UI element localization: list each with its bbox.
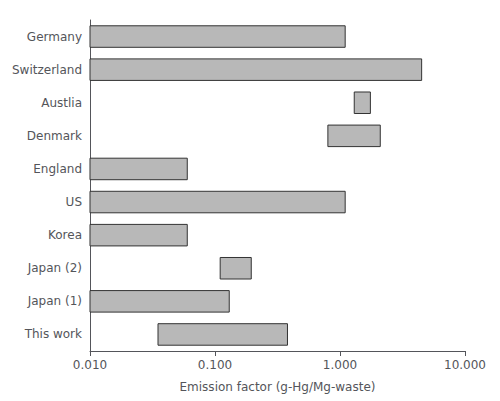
svg-text:Japan (2): Japan (2) [27, 261, 82, 275]
svg-text:US: US [66, 195, 82, 209]
svg-text:10.000: 10.000 [444, 358, 486, 372]
svg-text:Germany: Germany [27, 30, 82, 44]
svg-text:Switzerland: Switzerland [12, 63, 82, 77]
svg-text:Denmark: Denmark [27, 129, 82, 143]
svg-text:1.000: 1.000 [323, 358, 357, 372]
svg-text:England: England [33, 162, 82, 176]
svg-text:Austlia: Austlia [41, 96, 82, 110]
svg-text:0.100: 0.100 [198, 358, 232, 372]
svg-text:0.010: 0.010 [73, 358, 107, 372]
svg-text:Emission factor (g-Hg/Mg-waste: Emission factor (g-Hg/Mg-waste) [180, 380, 376, 394]
svg-text:Japan (1): Japan (1) [27, 294, 82, 308]
svg-text:Korea: Korea [48, 228, 82, 242]
svg-text:This work: This work [24, 327, 82, 341]
